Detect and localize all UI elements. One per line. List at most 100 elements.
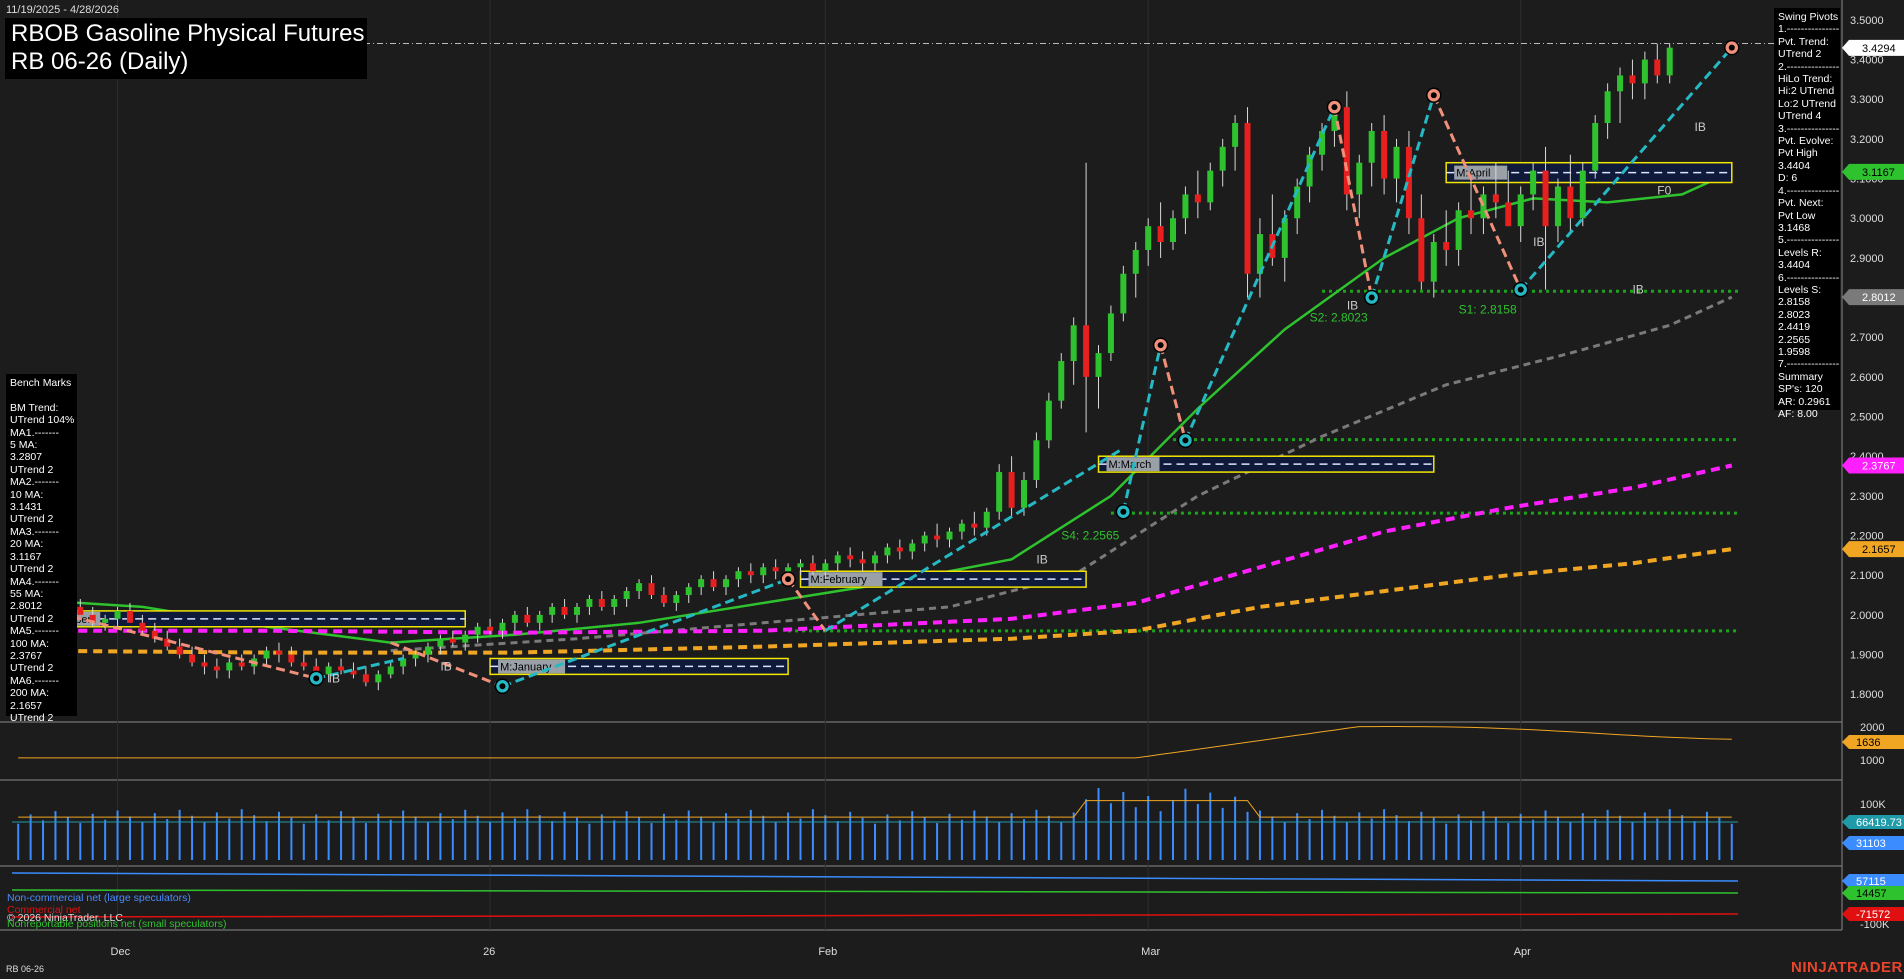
monthly-label-bg [808,572,883,587]
benchmark-line: MA2.------- [10,476,59,489]
benchmark-line: 3.2807 [10,451,43,464]
candle-body [400,658,407,667]
swing-line [824,447,1125,632]
candle-body [1368,130,1375,163]
candle-body [722,579,729,588]
candle-body [1120,273,1127,314]
benchmark-line: MA5.------- [10,625,59,638]
sub-value-badge-label: -71572 [1856,909,1890,921]
price-badge-label: 2.3767 [1862,460,1896,472]
monthly-label: M:February [810,574,867,586]
candle-body [275,650,282,655]
candle-body [325,666,332,675]
candle-body [797,563,804,568]
candle-body [387,666,394,675]
price-tick-label: 2.7000 [1850,332,1884,344]
swing-line: AR: 0.2961 [1778,395,1831,408]
sub-value-badge [1842,735,1904,749]
chart-annotation: S2: 2.8023 [1310,310,1368,324]
chart-annotation: IB [1695,120,1706,134]
benchmark-line: MA6.------- [10,674,59,687]
candle-body [499,622,506,631]
candle-body [660,595,667,603]
swing-pivots-panel: Swing Pivots 1.--------------- Pvt. Trend:… [1774,8,1840,420]
sub-value-badge-label: 57115 [1856,876,1886,888]
price-tick-label: 1.9000 [1850,650,1884,662]
price-tick-label: 3.0000 [1850,213,1884,225]
swing-line [501,577,789,688]
candle-body [362,674,369,683]
candle-body [1455,210,1462,250]
swing-line [786,578,827,632]
candle-body [996,472,1003,512]
sub-value-badge-label: 31103 [1856,838,1886,850]
monthly-label: M:January [500,661,552,673]
candle-body [139,622,146,631]
pivot-marker-center [499,683,506,690]
candle-body [1666,47,1673,76]
candle-body [126,610,133,623]
candle-body [1132,249,1139,274]
candle-body [474,626,481,635]
candle-body [1381,130,1388,179]
benchmark-line: 20 MA: [10,538,44,551]
candle-body [1045,400,1052,441]
candle-body [983,511,990,528]
candle-body [1070,325,1077,362]
benchmarks-panel: Bench Marks BM Trend: UTrend 104% MA1.----… [6,374,77,724]
candle-body [1107,313,1114,354]
benchmark-line: 55 MA: [10,587,44,600]
candle-body [1617,75,1624,92]
moving-average-line [18,547,1733,655]
date-range: 11/19/2025 - 4/28/2026 [6,4,119,16]
candle-body [586,599,593,607]
candle-body [1530,170,1537,195]
sub-value-badge [1842,886,1904,900]
candle-body [176,646,183,655]
candle-body [524,614,531,623]
swing-line: 6.--------------- [1778,271,1840,284]
sub-tick-label: 2000 [1860,722,1884,734]
candle-body [859,559,866,564]
price-tick-label: 2.0000 [1850,610,1884,622]
candle-body [573,606,580,615]
candle-body [437,638,444,647]
candle-body [1356,162,1363,195]
swing-line: UTrend 2 [1778,48,1822,61]
candle-body [1468,210,1475,219]
swing-line: 2.2565 [1778,333,1811,346]
candle-body [1157,226,1164,243]
legend-noncommercial: Non-commercial net (large speculators) [7,892,191,904]
chart-annotation: IB [1347,298,1358,312]
price-badge [1842,457,1904,474]
benchmark-line: MA3.------- [10,525,59,538]
candle-body [1319,130,1326,155]
benchmark-line: 2.1657 [10,699,43,712]
swing-line [1432,94,1523,291]
candle-body [102,618,109,623]
candle-body [1033,440,1040,481]
candle-body [623,591,630,600]
pivot-marker-center [1331,104,1338,111]
price-tick-label: 2.2000 [1850,531,1884,543]
copyright-text: © 2026 NinjaTrader, LLC [7,912,123,924]
swing-line: 1.9598 [1778,345,1811,358]
legend-commercial: Commercial net [7,904,81,916]
chart-annotation: IB [440,659,451,673]
swing-line: Pvt Low [1778,209,1816,222]
swing-line: UTrend 4 [1778,110,1822,123]
candle-body [1083,325,1090,377]
candle-body [1194,194,1201,203]
candle-body [822,563,829,572]
candle-body [1505,202,1512,227]
candle-body [1232,123,1239,147]
benchmark-line: 10 MA: [10,488,44,501]
swing-line: Levels R: [1778,246,1822,259]
candle-body [462,634,469,643]
benchmark-line: MA4.------- [10,575,59,588]
chart-annotation: IB [329,671,340,685]
benchmark-line: 200 MA: [10,687,50,700]
candle-body [1182,194,1189,219]
